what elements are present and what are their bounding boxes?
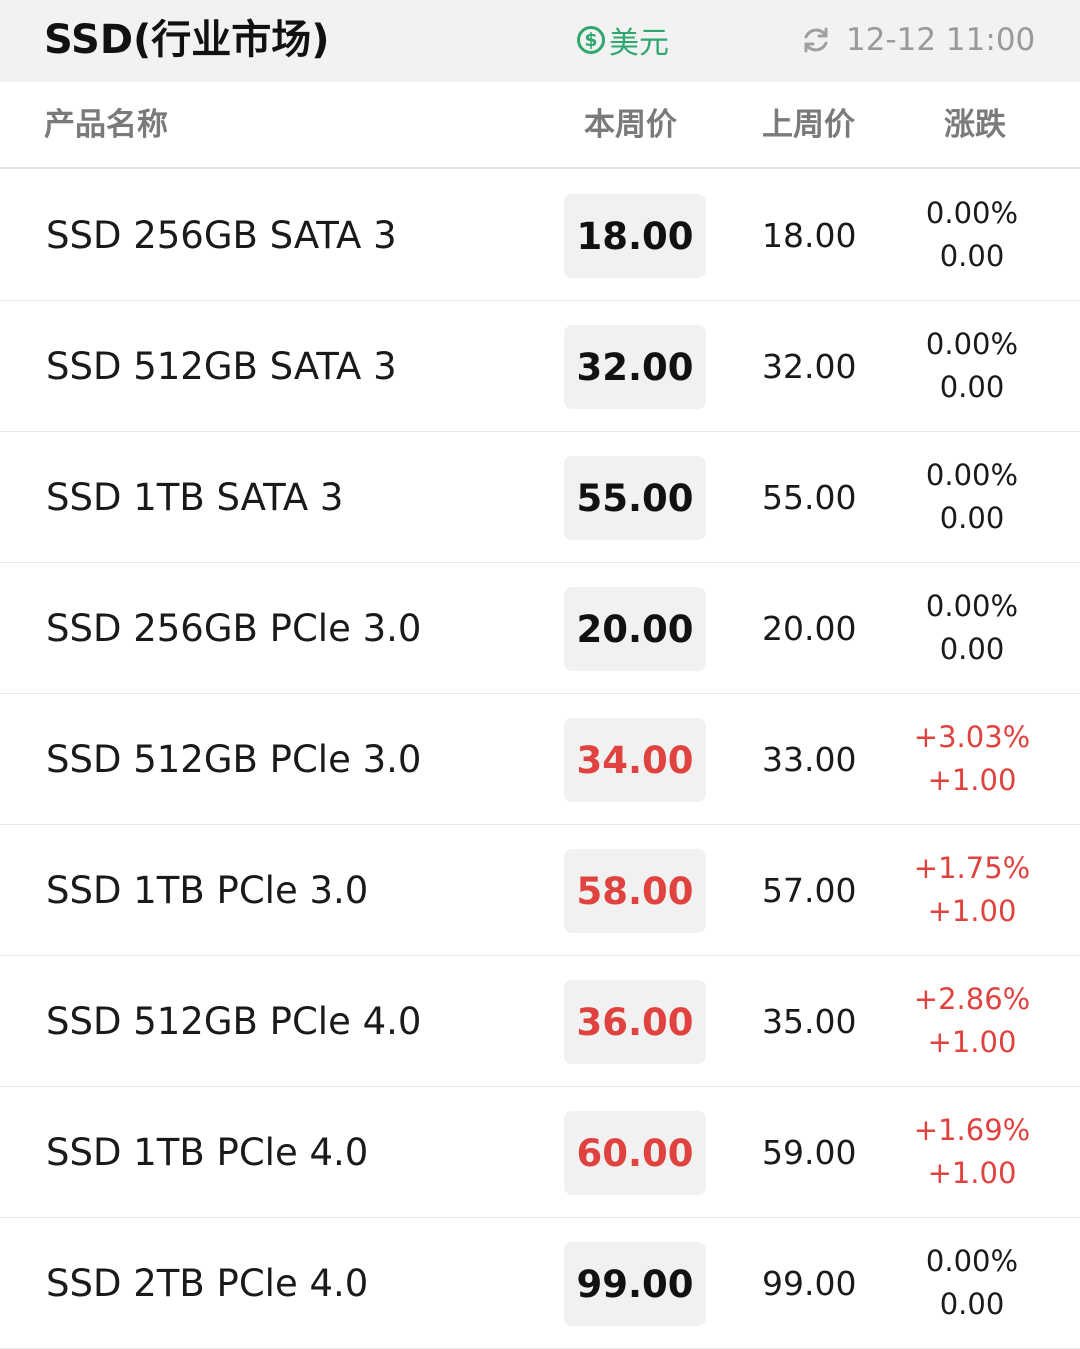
- column-header-last-week[interactable]: 上周价: [762, 107, 855, 143]
- change-percent: +2.86%: [913, 982, 1031, 1016]
- last-week-price: 55.00: [762, 478, 857, 517]
- price-change: 0.00% 0.00: [900, 585, 1044, 671]
- product-name: SSD 2TB PCle 4.0: [46, 1262, 369, 1305]
- currency-label: 美元: [609, 26, 669, 61]
- change-percent: +1.69%: [913, 1113, 1031, 1147]
- product-name: SSD 512GB SATA 3: [46, 345, 397, 388]
- table-row[interactable]: SSD 2TB PCle 4.0 99.00 99.00 0.00% 0.00: [0, 1218, 1080, 1349]
- refresh-button[interactable]: 12-12 11:00: [800, 18, 1035, 62]
- column-header-name[interactable]: 产品名称: [44, 107, 168, 143]
- table-row[interactable]: SSD 256GB PCle 3.0 20.00 20.00 0.00% 0.00: [0, 563, 1080, 694]
- product-name: SSD 1TB PCle 4.0: [46, 1131, 369, 1174]
- this-week-price: 36.00: [564, 980, 706, 1064]
- change-amount: +1.00: [927, 1156, 1017, 1190]
- refresh-icon: [804, 27, 828, 53]
- table-row[interactable]: SSD 1TB PCle 4.0 60.00 59.00 +1.69% +1.00: [0, 1087, 1080, 1218]
- table-row[interactable]: SSD 1TB SATA 3 55.00 55.00 0.00% 0.00: [0, 432, 1080, 563]
- product-name: SSD 512GB PCle 4.0: [46, 1000, 422, 1043]
- this-week-price: 99.00: [564, 1242, 706, 1326]
- change-amount: 0.00: [939, 370, 1005, 404]
- price-change: +3.03% +1.00: [900, 716, 1044, 802]
- change-percent: 0.00%: [925, 589, 1019, 623]
- this-week-price: 34.00: [564, 718, 706, 802]
- table-row[interactable]: SSD 512GB PCle 3.0 34.00 33.00 +3.03% +1.00: [0, 694, 1080, 825]
- product-name: SSD 512GB PCle 3.0: [46, 738, 422, 781]
- price-change: 0.00% 0.00: [900, 323, 1044, 409]
- last-week-price: 35.00: [762, 1002, 857, 1041]
- change-amount: +1.00: [927, 763, 1017, 797]
- product-name: SSD 256GB PCle 3.0: [46, 607, 422, 650]
- updated-time: 12-12 11:00: [846, 22, 1036, 58]
- this-week-price: 18.00: [564, 194, 706, 278]
- price-change: +1.69% +1.00: [900, 1109, 1044, 1195]
- this-week-price: 55.00: [564, 456, 706, 540]
- last-week-price: 33.00: [762, 740, 857, 779]
- last-week-price: 59.00: [762, 1133, 857, 1172]
- change-percent: 0.00%: [925, 196, 1019, 230]
- product-name: SSD 256GB SATA 3: [46, 214, 397, 257]
- column-header-this-week[interactable]: 本周价: [584, 107, 677, 143]
- change-percent: +1.75%: [913, 851, 1031, 885]
- table-header: 产品名称 本周价 上周价 涨跌: [0, 82, 1080, 169]
- dollar-coin-icon: $: [577, 26, 605, 54]
- price-change: 0.00% 0.00: [900, 454, 1044, 540]
- last-week-price: 99.00: [762, 1264, 857, 1303]
- this-week-price: 60.00: [564, 1111, 706, 1195]
- change-amount: 0.00: [939, 501, 1005, 535]
- last-week-price: 20.00: [762, 609, 857, 648]
- product-name: SSD 1TB PCle 3.0: [46, 869, 369, 912]
- currency-toggle[interactable]: $ 美元: [577, 18, 669, 62]
- price-change: 0.00% 0.00: [900, 192, 1044, 278]
- table-row[interactable]: SSD 1TB PCle 3.0 58.00 57.00 +1.75% +1.00: [0, 825, 1080, 956]
- price-change: +1.75% +1.00: [900, 847, 1044, 933]
- last-week-price: 18.00: [762, 216, 857, 255]
- price-change: +2.86% +1.00: [900, 978, 1044, 1064]
- change-amount: 0.00: [939, 239, 1005, 273]
- last-week-price: 32.00: [762, 347, 857, 386]
- this-week-price: 20.00: [564, 587, 706, 671]
- column-header-change[interactable]: 涨跌: [944, 107, 1006, 143]
- change-amount: +1.00: [927, 1025, 1017, 1059]
- table-row[interactable]: SSD 512GB SATA 3 32.00 32.00 0.00% 0.00: [0, 301, 1080, 432]
- change-amount: +1.00: [927, 894, 1017, 928]
- change-percent: +3.03%: [913, 720, 1031, 754]
- this-week-price: 58.00: [564, 849, 706, 933]
- table-row[interactable]: SSD 256GB SATA 3 18.00 18.00 0.00% 0.00: [0, 170, 1080, 301]
- table-row[interactable]: SSD 512GB PCle 4.0 36.00 35.00 +2.86% +1.00: [0, 956, 1080, 1087]
- product-name: SSD 1TB SATA 3: [46, 476, 344, 519]
- top-bar: SSD(行业市场) $ 美元 12-12 11:00: [0, 0, 1080, 82]
- change-amount: 0.00: [939, 632, 1005, 666]
- change-percent: 0.00%: [925, 458, 1019, 492]
- last-week-price: 57.00: [762, 871, 857, 910]
- price-change: 0.00% 0.00: [900, 1240, 1044, 1326]
- change-percent: 0.00%: [925, 1244, 1019, 1278]
- this-week-price: 32.00: [564, 325, 706, 409]
- page-title: SSD(行业市场): [44, 17, 330, 63]
- change-percent: 0.00%: [925, 327, 1019, 361]
- change-amount: 0.00: [939, 1287, 1005, 1321]
